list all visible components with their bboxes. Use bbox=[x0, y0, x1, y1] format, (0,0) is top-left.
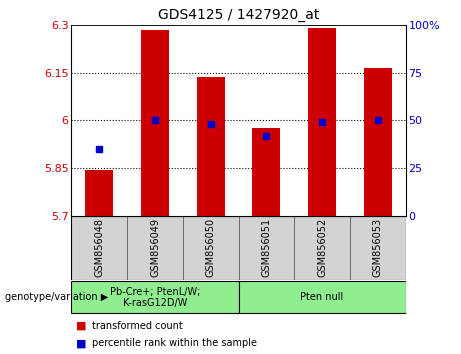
Text: GSM856052: GSM856052 bbox=[317, 218, 327, 277]
Bar bbox=[253, 128, 280, 216]
Bar bbox=[364, 68, 392, 216]
Bar bbox=[350, 216, 406, 280]
Bar bbox=[141, 29, 169, 216]
Text: GSM856050: GSM856050 bbox=[206, 218, 216, 277]
Text: genotype/variation ▶: genotype/variation ▶ bbox=[5, 292, 108, 302]
Text: Pb-Cre+; PtenL/W;
K-rasG12D/W: Pb-Cre+; PtenL/W; K-rasG12D/W bbox=[110, 286, 200, 308]
Bar bbox=[183, 216, 238, 280]
Text: Pten null: Pten null bbox=[301, 292, 344, 302]
Text: GSM856049: GSM856049 bbox=[150, 218, 160, 277]
Text: transformed count: transformed count bbox=[92, 321, 183, 331]
Bar bbox=[238, 281, 406, 313]
Bar bbox=[85, 170, 113, 216]
Text: percentile rank within the sample: percentile rank within the sample bbox=[92, 338, 257, 348]
Bar bbox=[308, 28, 336, 216]
Text: GSM856051: GSM856051 bbox=[261, 218, 272, 277]
Bar bbox=[71, 281, 239, 313]
Bar bbox=[127, 216, 183, 280]
Title: GDS4125 / 1427920_at: GDS4125 / 1427920_at bbox=[158, 8, 319, 22]
Text: ■: ■ bbox=[76, 321, 87, 331]
Bar bbox=[294, 216, 350, 280]
Bar bbox=[71, 216, 127, 280]
Text: ■: ■ bbox=[76, 338, 87, 348]
Bar bbox=[197, 77, 225, 216]
Text: GSM856053: GSM856053 bbox=[373, 218, 383, 277]
Bar bbox=[238, 216, 294, 280]
Text: GSM856048: GSM856048 bbox=[95, 218, 104, 277]
